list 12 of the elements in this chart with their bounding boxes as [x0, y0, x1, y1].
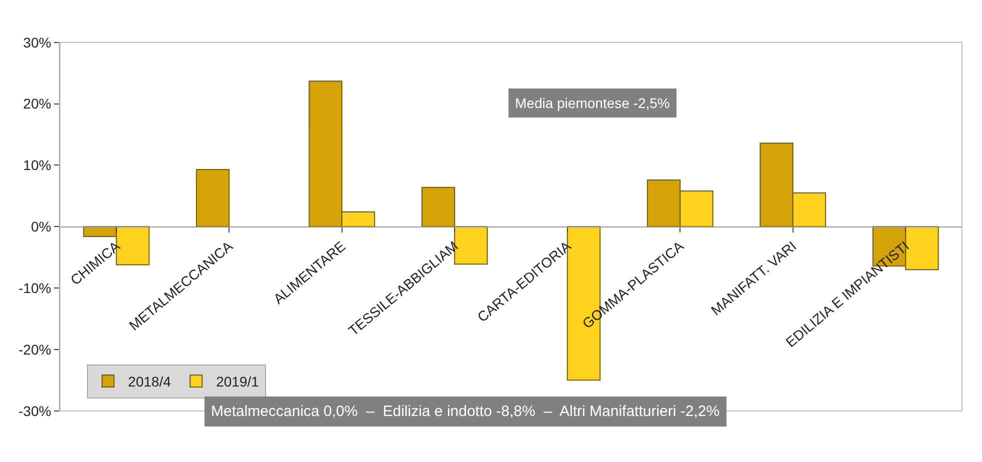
legend-label: 2019/1 — [216, 374, 260, 390]
y-tick-label: -20% — [18, 341, 52, 358]
y-tick-label: -10% — [18, 280, 52, 296]
annotation: Metalmeccanica 0,0% – Edilizia e indotto -8,8% – Altri Manifatturieri -2,2% — [211, 403, 720, 420]
legend-label: 2018/4 — [128, 374, 172, 390]
annotation: Media piemontese -2,5% — [515, 95, 670, 111]
y-tick-label: 20% — [23, 96, 52, 112]
y-tick-label: -30% — [18, 402, 52, 419]
y-tick-label: 0% — [30, 218, 52, 235]
bar — [196, 169, 230, 228]
y-tick-label: 10% — [23, 157, 52, 174]
y-tick-label: 30% — [23, 34, 52, 50]
